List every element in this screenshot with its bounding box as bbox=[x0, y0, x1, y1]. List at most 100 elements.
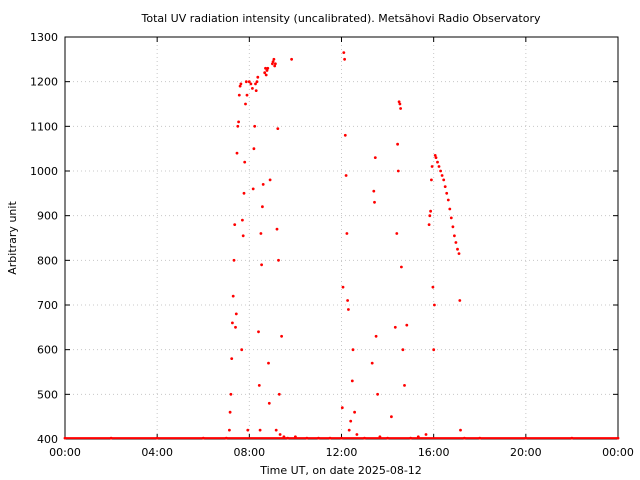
data-point bbox=[457, 252, 461, 256]
x-tick-label: 20:00 bbox=[510, 446, 542, 459]
data-point bbox=[256, 75, 260, 79]
data-point bbox=[155, 436, 159, 440]
data-point bbox=[458, 299, 462, 302]
data-point bbox=[272, 57, 276, 61]
data-point bbox=[237, 93, 241, 97]
data-point bbox=[363, 436, 366, 440]
data-point bbox=[290, 57, 293, 61]
data-point bbox=[257, 384, 261, 387]
data-point bbox=[230, 357, 234, 360]
data-point bbox=[282, 435, 286, 439]
y-tick-label: 1300 bbox=[30, 31, 58, 44]
data-point bbox=[251, 87, 254, 90]
data-point bbox=[524, 436, 528, 440]
data-point bbox=[244, 102, 247, 106]
data-point bbox=[403, 384, 406, 387]
data-point bbox=[347, 308, 350, 311]
data-point bbox=[433, 154, 437, 157]
data-point bbox=[243, 160, 247, 164]
data-point bbox=[317, 436, 320, 440]
data-point bbox=[570, 436, 574, 440]
data-point bbox=[278, 433, 282, 436]
data-point bbox=[224, 436, 228, 440]
data-point bbox=[280, 334, 283, 338]
data-points bbox=[63, 51, 620, 440]
data-point bbox=[459, 428, 462, 432]
data-point bbox=[234, 325, 237, 329]
data-point bbox=[443, 185, 447, 189]
data-point bbox=[349, 419, 353, 423]
data-point bbox=[453, 234, 456, 238]
axis-ticks: 00:00 04:00 08:00 12:00 16:00 20:00 00:0040050… bbox=[30, 31, 634, 459]
data-point bbox=[242, 191, 246, 195]
data-point bbox=[254, 89, 258, 92]
data-point bbox=[374, 334, 378, 338]
data-point bbox=[236, 124, 240, 128]
data-point bbox=[260, 263, 263, 267]
data-point bbox=[247, 80, 251, 84]
data-point bbox=[240, 348, 244, 352]
data-point bbox=[344, 174, 348, 177]
data-point bbox=[267, 401, 271, 405]
data-point bbox=[274, 62, 277, 66]
data-point bbox=[393, 325, 397, 329]
data-point bbox=[376, 392, 379, 396]
data-point bbox=[201, 436, 205, 440]
data-point bbox=[263, 71, 267, 75]
data-point bbox=[398, 102, 402, 106]
data-point bbox=[294, 435, 297, 439]
x-tick-label: 16:00 bbox=[418, 446, 450, 459]
data-point bbox=[454, 241, 458, 244]
data-point bbox=[431, 285, 435, 289]
data-point bbox=[416, 435, 420, 439]
data-point bbox=[440, 174, 444, 177]
data-point bbox=[254, 82, 257, 86]
data-point bbox=[271, 60, 275, 63]
data-point bbox=[275, 227, 279, 231]
y-tick-label: 900 bbox=[37, 210, 58, 223]
data-point bbox=[63, 436, 67, 440]
data-point bbox=[233, 223, 237, 227]
data-point bbox=[430, 165, 434, 168]
data-point bbox=[264, 73, 268, 77]
data-point bbox=[430, 178, 433, 182]
data-point bbox=[265, 69, 269, 72]
data-point bbox=[238, 84, 242, 88]
data-point bbox=[340, 406, 344, 410]
data-point bbox=[251, 187, 255, 191]
data-point bbox=[328, 436, 332, 440]
data-point bbox=[261, 183, 265, 186]
data-point bbox=[347, 428, 351, 432]
data-point bbox=[266, 66, 270, 70]
data-point bbox=[234, 312, 238, 316]
grid bbox=[65, 37, 618, 439]
data-point bbox=[249, 82, 253, 86]
data-point bbox=[478, 436, 482, 440]
x-tick-label: 08:00 bbox=[233, 446, 265, 459]
data-point bbox=[346, 299, 349, 302]
data-point bbox=[267, 361, 270, 365]
y-tick-label: 400 bbox=[37, 433, 58, 446]
data-point bbox=[372, 189, 376, 193]
data-point bbox=[463, 436, 466, 440]
data-point bbox=[228, 428, 231, 432]
data-point bbox=[258, 428, 262, 432]
data-point bbox=[351, 348, 355, 352]
data-point bbox=[264, 66, 267, 70]
y-tick-label: 1200 bbox=[30, 76, 58, 89]
chart-title: Total UV radiation intensity (uncalibrat… bbox=[141, 12, 541, 25]
data-point bbox=[436, 160, 439, 164]
data-point bbox=[255, 80, 259, 84]
data-point bbox=[252, 147, 256, 151]
data-point bbox=[399, 107, 402, 110]
data-point bbox=[401, 348, 405, 352]
data-point bbox=[231, 294, 235, 298]
data-point bbox=[448, 207, 452, 211]
data-point bbox=[350, 379, 354, 383]
x-tick-label: 12:00 bbox=[326, 446, 358, 459]
data-point bbox=[397, 100, 401, 104]
data-point bbox=[439, 169, 442, 173]
x-tick-label: 00:00 bbox=[49, 446, 81, 459]
data-point bbox=[370, 361, 374, 365]
data-point bbox=[456, 247, 459, 251]
